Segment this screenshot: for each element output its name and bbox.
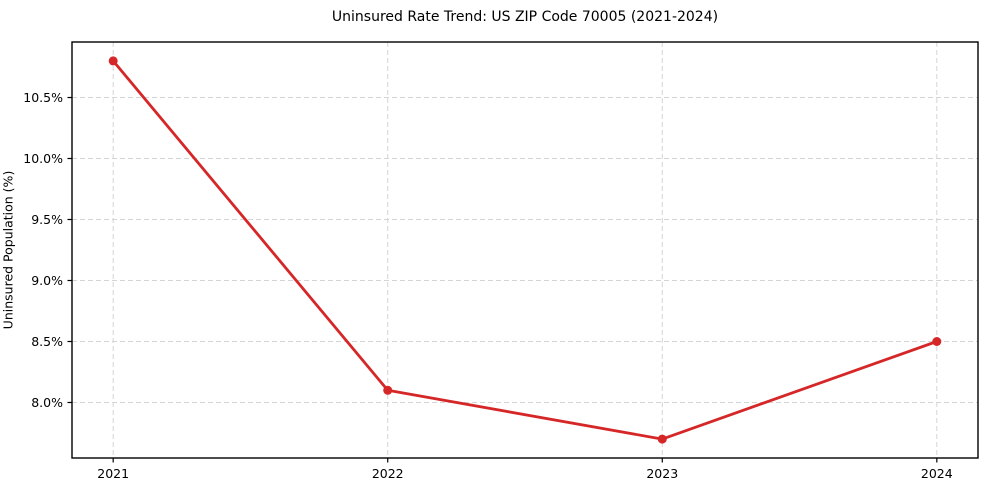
data-point-marker xyxy=(657,434,667,444)
x-tick-label: 2021 xyxy=(97,466,129,481)
data-point-marker xyxy=(383,385,393,395)
x-tick-label: 2024 xyxy=(921,466,953,481)
y-tick-label: 9.5% xyxy=(31,212,63,227)
y-tick-label: 9.0% xyxy=(31,273,63,288)
plot-border xyxy=(71,41,979,459)
y-tick-label: 10.0% xyxy=(23,151,63,166)
data-point-marker xyxy=(932,336,942,346)
data-point-marker xyxy=(108,56,118,66)
y-tick-label: 8.0% xyxy=(31,395,63,410)
trend-line xyxy=(111,59,939,441)
x-tick-label: 2022 xyxy=(372,466,404,481)
y-tick-label: 8.5% xyxy=(31,334,63,349)
x-tick-label: 2023 xyxy=(646,466,678,481)
chart-title: Uninsured Rate Trend: US ZIP Code 70005 … xyxy=(331,9,719,25)
y-tick-label: 10.5% xyxy=(23,90,63,105)
